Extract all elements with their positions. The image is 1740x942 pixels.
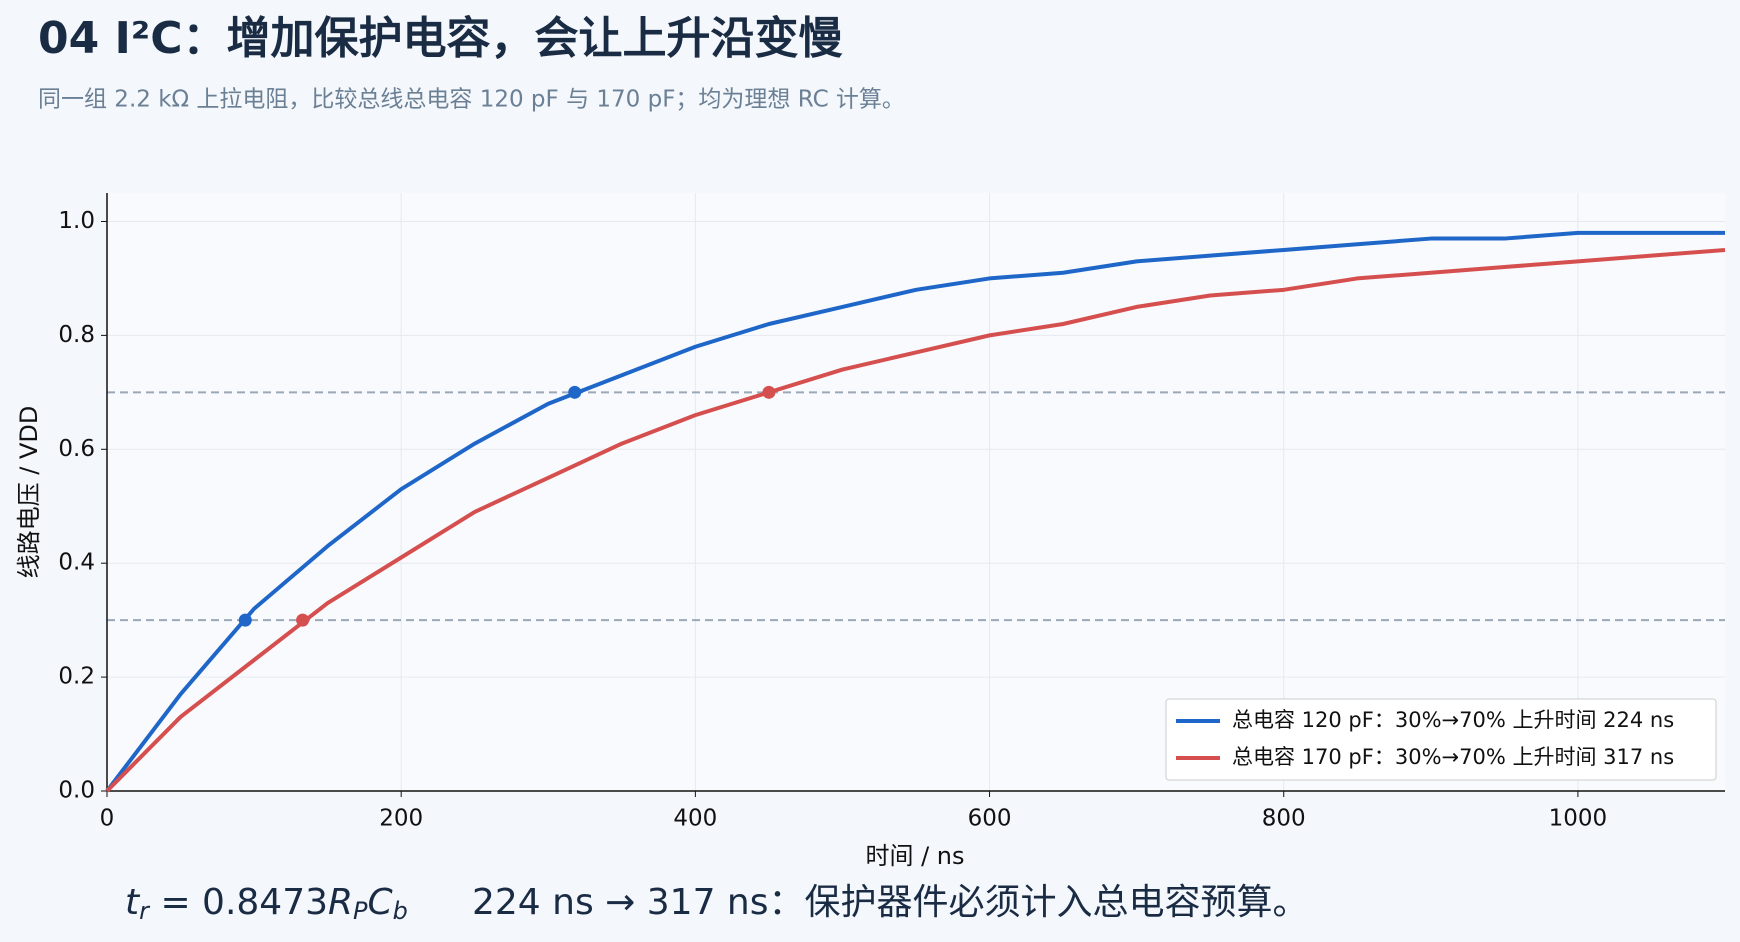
threshold-marker <box>296 613 310 627</box>
x-tick-label: 800 <box>1262 806 1306 832</box>
x-tick-label: 600 <box>968 806 1012 832</box>
series-line <box>105 247 1726 793</box>
chart-subtitle: 同一组 2.2 kΩ 上拉电阻，比较总线总电容 120 pF 与 170 pF；… <box>38 87 905 113</box>
legend-label: 总电容 120 pF：30%→70% 上升时间 224 ns <box>1232 708 1674 732</box>
threshold-marker <box>762 385 776 399</box>
x-tick-label: 0 <box>100 806 115 832</box>
y-tick-label: 0.4 <box>58 550 95 576</box>
y-tick-label: 0.0 <box>58 778 95 804</box>
y-tick-label: 1.0 <box>58 208 95 234</box>
legend <box>1165 698 1717 781</box>
threshold-marker <box>568 385 582 399</box>
formula-part: b <box>393 897 408 925</box>
formula-part: C <box>368 882 394 923</box>
x-tick-label: 400 <box>673 806 717 832</box>
formula-part: R <box>328 882 353 923</box>
formula-part: t <box>125 882 141 923</box>
note: 224 ns → 317 ns：保护器件必须计入总电容预算。 <box>472 882 1309 923</box>
x-tick-label: 1000 <box>1549 806 1608 832</box>
y-tick-label: 0.8 <box>58 322 95 348</box>
x-axis-label: 时间 / ns <box>865 842 964 870</box>
series-line <box>105 230 1725 793</box>
y-tick-label: 0.2 <box>58 664 95 690</box>
formula-part: = 0.8473 <box>149 882 328 923</box>
formula-part: P <box>353 897 368 925</box>
chart-title: 04 I²C：增加保护电容，会让上升沿变慢 <box>38 13 843 64</box>
x-tick-label: 200 <box>379 806 423 832</box>
threshold-marker <box>238 613 252 627</box>
formula: tr = 0.8473RPCb <box>125 882 408 925</box>
y-tick-label: 0.6 <box>58 436 95 462</box>
y-axis-label: 线路电压 / VDD <box>15 406 43 579</box>
plot-area <box>107 193 1725 791</box>
legend-label: 总电容 170 pF：30%→70% 上升时间 317 ns <box>1232 745 1674 769</box>
formula-part: r <box>139 897 151 925</box>
